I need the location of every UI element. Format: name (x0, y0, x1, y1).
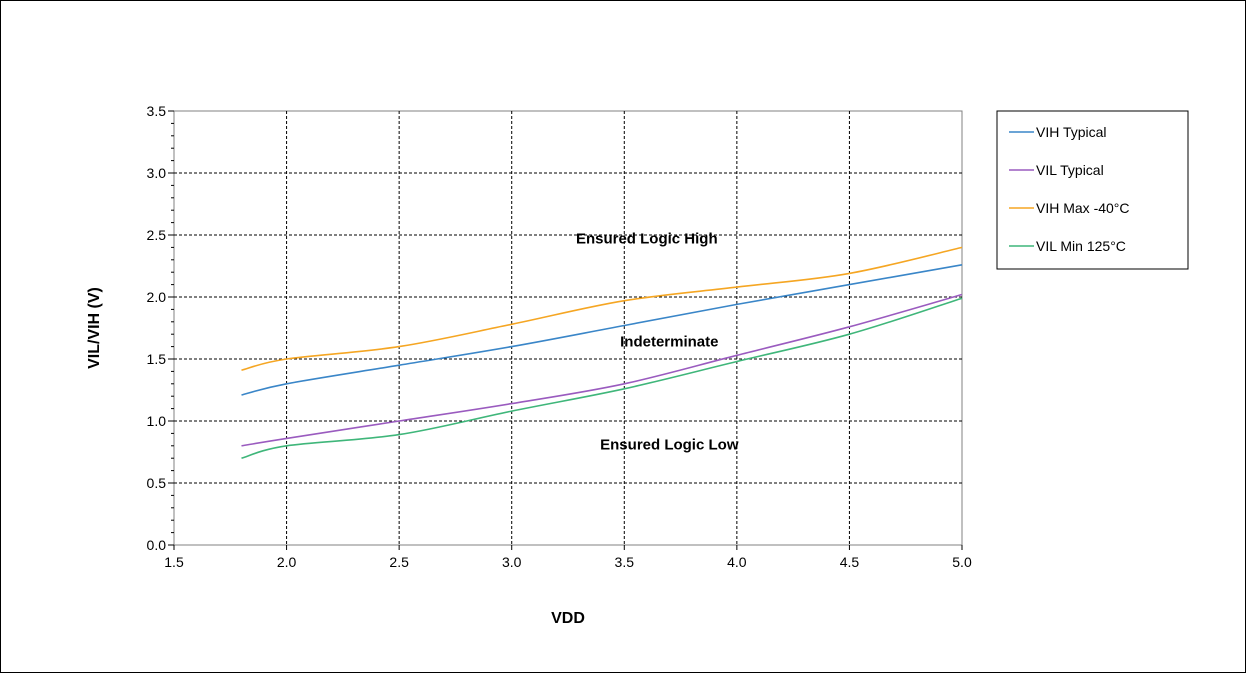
y-tick-label: 1.0 (147, 413, 167, 429)
series-line-vil-min-125c (241, 297, 963, 459)
y-axis-title: VIL/VIH (V) (86, 287, 103, 369)
x-tick-label: 3.5 (615, 554, 635, 570)
x-tick-label: 5.0 (952, 554, 972, 570)
legend: VIH Typical VIL Typical VIH Max -40°C VIL M… (996, 110, 1189, 270)
legend-box (996, 110, 1189, 270)
x-tick-label: 4.5 (840, 554, 860, 570)
data-series (241, 246, 963, 459)
y-tick-label: 3.0 (147, 165, 167, 181)
x-tick-label: 2.0 (277, 554, 297, 570)
series-line-vih-typical (241, 264, 963, 396)
y-tick-label: 2.5 (147, 227, 167, 243)
annotation-label: Indeterminate (620, 334, 718, 351)
series-line-vih-max-minus40c (241, 246, 963, 371)
x-tick-labels: 1.5 2.0 2.5 3.0 3.5 4.0 4.5 5.0 (164, 554, 972, 570)
x-tick-label: 1.5 (164, 554, 184, 570)
y-tick-label: 2.0 (147, 289, 167, 305)
legend-label: VIH Typical (1036, 124, 1107, 140)
x-tick-label: 4.0 (727, 554, 747, 570)
minor-ticks (168, 110, 963, 550)
x-axis-title: VDD (551, 610, 585, 627)
legend-label: VIH Max -40°C (1036, 200, 1130, 216)
plot-area (173, 110, 963, 546)
annotation-label: Ensured Logic High (576, 231, 718, 248)
legend-label: VIL Min 125°C (1036, 238, 1126, 254)
y-tick-label: 3.5 (147, 103, 167, 119)
x-tick-label: 3.0 (502, 554, 522, 570)
annotations: Ensured Logic High Indeterminate Ensured L… (576, 231, 739, 454)
x-tick-label: 2.5 (389, 554, 409, 570)
annotation-label: Ensured Logic Low (600, 437, 739, 454)
y-tick-label: 0.5 (147, 475, 167, 491)
gridlines (174, 111, 962, 545)
legend-label: VIL Typical (1036, 162, 1104, 178)
series-line-vil-typical (241, 293, 963, 447)
y-tick-label: 0.0 (147, 537, 167, 553)
y-tick-label: 1.5 (147, 351, 167, 367)
y-tick-labels: 0.0 0.5 1.0 1.5 2.0 2.5 3.0 3.5 (147, 103, 167, 553)
